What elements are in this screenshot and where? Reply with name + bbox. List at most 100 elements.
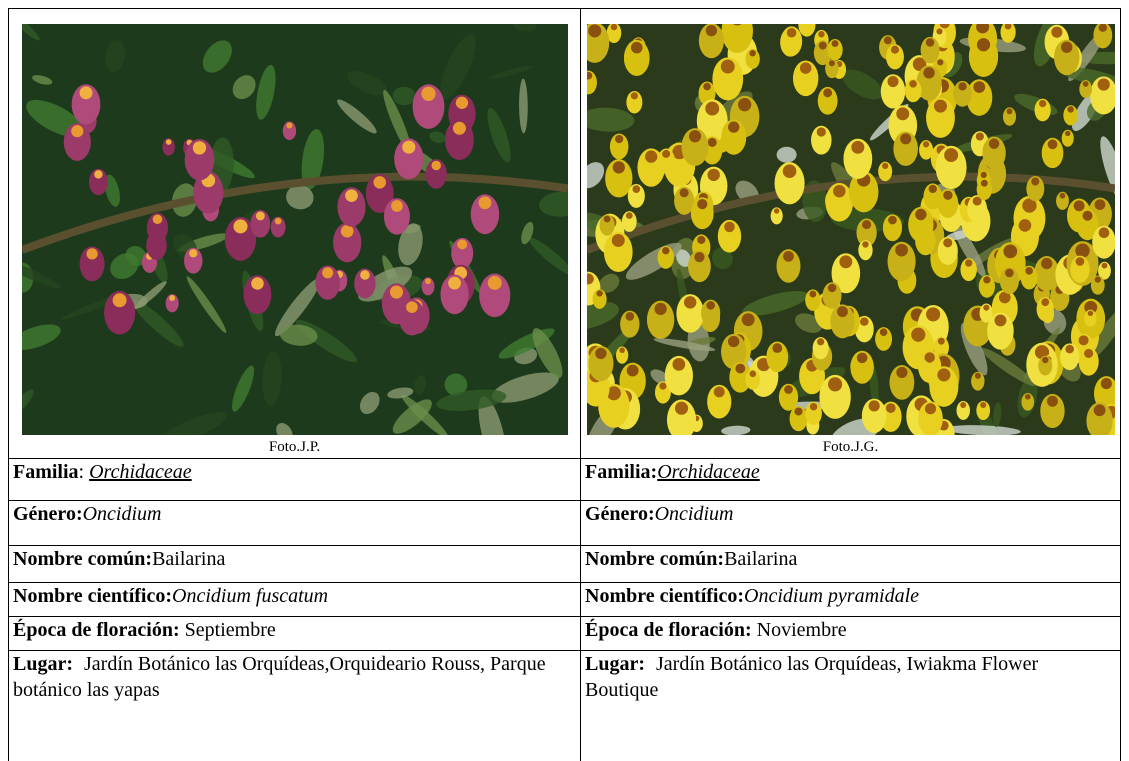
flower-center	[1093, 404, 1105, 417]
flower-petal	[952, 80, 972, 107]
label: Nombre científico:	[585, 585, 745, 607]
flower-center	[587, 24, 601, 38]
flower-center	[748, 49, 756, 57]
flower-petal	[888, 365, 914, 400]
flower-petal	[892, 131, 918, 166]
leaf	[720, 425, 750, 435]
flower-center	[707, 137, 717, 147]
leaf	[741, 291, 808, 316]
flower-petal	[398, 299, 425, 336]
value: Oncidium	[82, 503, 162, 525]
flower-petal	[604, 159, 632, 198]
flower-petal	[915, 65, 942, 101]
leaf	[392, 399, 432, 434]
leaf	[346, 71, 387, 96]
leaf	[992, 402, 1001, 428]
flower-petal	[770, 207, 783, 225]
genero-cell: Género:Oncidium	[580, 500, 1121, 546]
flower-center	[1083, 348, 1093, 359]
flower-center	[93, 170, 103, 179]
flower-center	[1094, 276, 1101, 283]
flower-center	[822, 88, 832, 98]
flower-petal	[745, 48, 760, 69]
flower-petal	[966, 195, 987, 223]
flower-center	[922, 67, 935, 79]
flower-petal	[332, 222, 361, 263]
leaf	[275, 423, 293, 435]
flower-petal	[745, 369, 760, 390]
flower-petal	[1078, 347, 1099, 376]
flower-center	[975, 24, 989, 34]
flower-center	[1050, 26, 1062, 38]
flower-center	[827, 283, 836, 293]
flower-petal	[103, 290, 135, 335]
flower-petal	[1092, 24, 1112, 49]
flower-petal	[968, 35, 998, 77]
orchid-table: Foto.J.P. Foto.J.G. Familia: Orchidaceae…	[8, 8, 1121, 761]
label: Nombre común:	[585, 548, 725, 570]
flower-petal	[1020, 265, 1038, 290]
flower-petal	[880, 74, 905, 109]
flower-petal	[918, 140, 933, 160]
flower-center	[895, 107, 909, 121]
flower-petal	[470, 194, 499, 235]
flower-center	[693, 252, 705, 263]
flower-center	[430, 160, 441, 171]
flower-center	[1047, 139, 1057, 150]
flower-center	[1004, 268, 1014, 278]
flower-center	[285, 122, 292, 129]
flower-petal	[700, 299, 720, 327]
genero-cell: Género:Oncidium	[8, 500, 581, 546]
flower-center	[702, 82, 711, 91]
flower-petal	[1037, 355, 1052, 376]
flower-center	[1060, 41, 1072, 53]
flower-petal	[365, 173, 394, 213]
flower-petal	[1091, 225, 1115, 259]
flower-center	[771, 343, 782, 354]
flower-petal	[1078, 80, 1092, 98]
flower-petal	[681, 128, 709, 166]
flower-petal	[711, 57, 743, 101]
value: Noviembre	[756, 619, 847, 641]
flower-petal	[855, 218, 877, 247]
stem	[21, 172, 568, 254]
leaf	[21, 389, 34, 416]
flower-center	[1006, 108, 1012, 115]
flower-center	[899, 133, 911, 145]
flower-petal	[981, 136, 1006, 170]
leaf	[711, 247, 733, 270]
flower-center	[389, 285, 403, 299]
flower-petal	[887, 241, 916, 282]
flower-center	[1002, 244, 1017, 259]
flower-center	[595, 290, 603, 297]
flower-petal	[393, 138, 423, 180]
flower-center	[939, 24, 950, 29]
flower-petal	[623, 39, 650, 76]
leaf	[156, 411, 227, 435]
familia-cell: Familia: Orchidaceae	[8, 458, 581, 501]
flower-petal	[975, 400, 990, 421]
flower-center	[1024, 266, 1033, 275]
flower-center	[624, 312, 634, 321]
leaf	[586, 301, 619, 331]
flower-center	[957, 82, 967, 91]
flower-petal	[831, 253, 860, 294]
leaf	[279, 324, 318, 346]
flower-center	[405, 301, 418, 313]
flower-center	[910, 327, 925, 342]
label: Familia:	[585, 461, 658, 483]
flower-center	[933, 99, 947, 113]
flower-center	[925, 38, 934, 47]
flower-center	[836, 306, 848, 318]
leaf	[518, 78, 528, 134]
flower-petal	[720, 24, 753, 54]
flower-petal	[656, 148, 675, 174]
leaf	[262, 351, 281, 406]
leaf	[520, 221, 533, 245]
flower-center	[782, 250, 794, 262]
flower-center	[734, 363, 745, 374]
flower-center	[974, 372, 981, 379]
flower-petal	[336, 187, 366, 227]
flower-center	[85, 248, 98, 260]
flower-center	[658, 382, 667, 390]
